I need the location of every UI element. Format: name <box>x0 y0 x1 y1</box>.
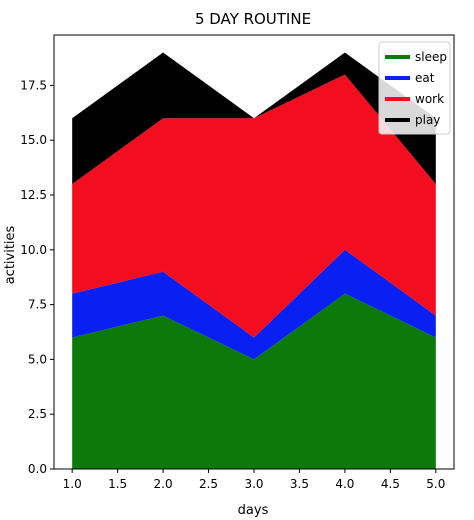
x-tick-label: 1.5 <box>108 477 127 491</box>
y-tick-label: 7.5 <box>28 298 47 312</box>
area-sleep <box>72 293 436 469</box>
x-axis: 1.0 1.5 2.0 2.5 3.0 3.5 4.0 4.5 5.0 <box>63 469 445 491</box>
x-tick-label: 5.0 <box>426 477 445 491</box>
area-layer <box>72 52 436 469</box>
area-play <box>72 52 436 185</box>
x-axis-label: days <box>238 503 269 518</box>
y-tick-label: 0.0 <box>28 462 47 476</box>
legend-label-work: work <box>415 92 444 106</box>
y-tick-label: 10.0 <box>20 243 47 257</box>
y-tick-label: 5.0 <box>28 352 47 366</box>
legend-box <box>378 41 451 135</box>
area-work <box>72 74 436 338</box>
legend-label-sleep: sleep <box>415 50 447 64</box>
legend-label-play: play <box>415 113 440 127</box>
x-tick-label: 1.0 <box>63 477 82 491</box>
x-tick-label: 3.5 <box>290 477 309 491</box>
y-tick-label: 15.0 <box>20 133 47 147</box>
y-tick-label: 12.5 <box>20 188 47 202</box>
legend: sleep eat work play <box>378 41 451 135</box>
y-tick-label: 2.5 <box>28 407 47 421</box>
y-tick-label: 17.5 <box>20 78 47 92</box>
area-eat <box>72 249 436 360</box>
x-tick-label: 4.0 <box>335 477 354 491</box>
x-tick-label: 2.0 <box>154 477 173 491</box>
legend-label-eat: eat <box>415 71 435 85</box>
x-tick-label: 4.5 <box>381 477 400 491</box>
x-tick-label: 3.0 <box>244 477 263 491</box>
y-axis: 0.0 2.5 5.0 7.5 10.0 12.5 15.0 17.5 <box>20 78 54 476</box>
y-axis-label: activities <box>3 225 18 284</box>
chart-title: 5 DAY ROUTINE <box>195 10 311 28</box>
x-tick-label: 2.5 <box>199 477 218 491</box>
